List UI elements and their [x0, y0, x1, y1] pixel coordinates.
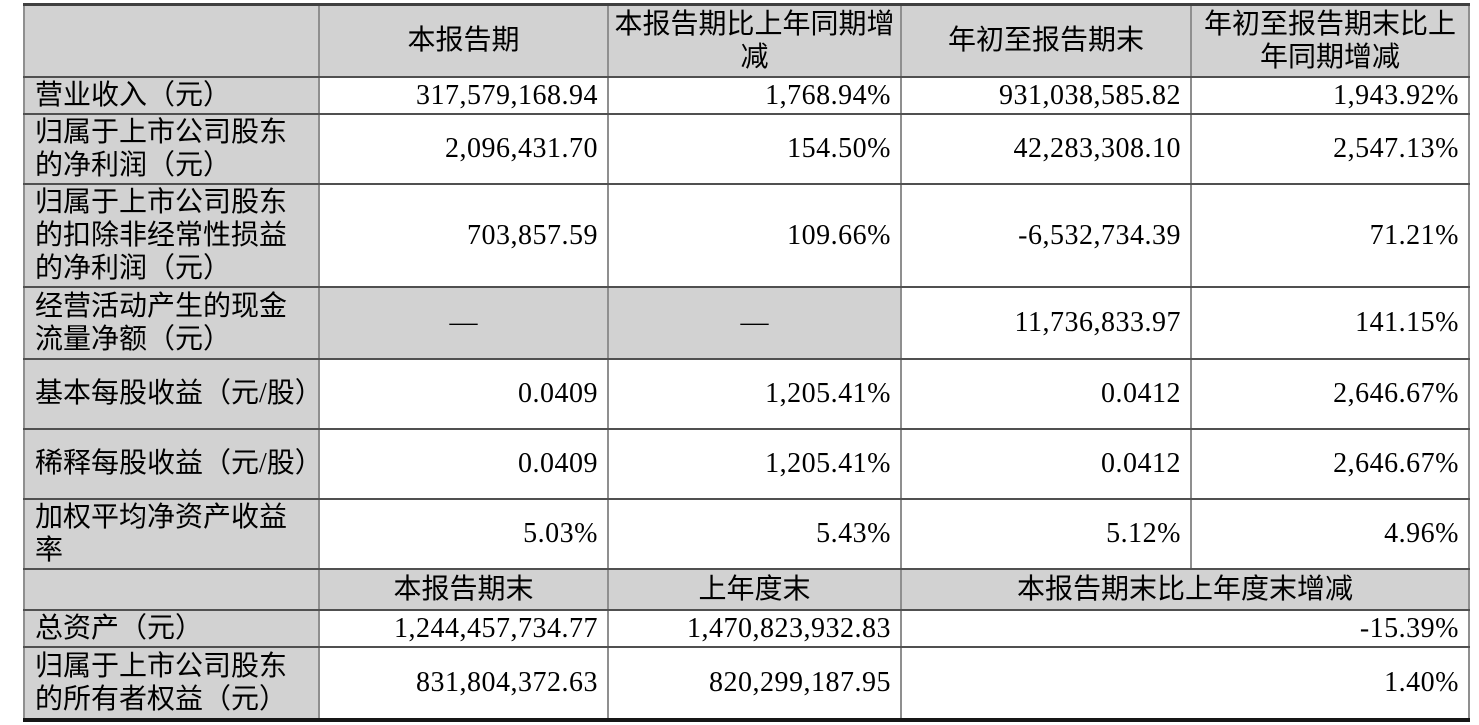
value-cell: 931,038,585.82 [900, 75, 1192, 115]
value-cell: 5.12% [900, 497, 1192, 570]
metric-label: 稀释每股收益（元/股） [23, 427, 320, 500]
column-header-period-end-change: 本报告期末比上年度末增减 [900, 567, 1470, 611]
table-row-net-profit-excl-nonrecurring: 归属于上市公司股东的扣除非经常性损益的净利润（元） 703,857.59 109… [23, 182, 1470, 288]
table-row-diluted-eps: 稀释每股收益（元/股） 0.0409 1,205.41% 0.0412 2,64… [23, 427, 1470, 500]
value-cell: 1,768.94% [607, 75, 902, 115]
column-header-period-yoy-change: 本报告期比上年同期增减 [607, 3, 902, 78]
value-cell: 1,205.41% [607, 357, 902, 430]
metric-label: 加权平均净资产收益率 [23, 497, 320, 570]
financial-summary-table: 本报告期 本报告期比上年同期增减 年初至报告期末 年初至报告期末比上年同期增减 … [23, 3, 1470, 722]
metric-label: 经营活动产生的现金流量净额（元） [23, 285, 320, 360]
table-row-total-assets: 总资产（元） 1,244,457,734.77 1,470,823,932.83… [23, 608, 1470, 648]
column-header-current-period: 本报告期 [318, 3, 609, 78]
value-cell: 154.50% [607, 112, 902, 185]
column-header-prior-year-end: 上年度末 [607, 567, 902, 611]
table-row-operating-cash-flow: 经营活动产生的现金流量净额（元） — — 11,736,833.97 141.1… [23, 285, 1470, 360]
column-header-current-period-end: 本报告期末 [318, 567, 609, 611]
value-cell: 109.66% [607, 182, 902, 288]
value-cell: -6,532,734.39 [900, 182, 1192, 288]
metric-label: 基本每股收益（元/股） [23, 357, 320, 430]
corner-empty-cell [23, 567, 320, 611]
value-cell: 42,283,308.10 [900, 112, 1192, 185]
value-cell: 0.0409 [318, 427, 609, 500]
value-cell: 317,579,168.94 [318, 75, 609, 115]
metric-label: 营业收入（元） [23, 75, 320, 115]
value-cell: 141.15% [1190, 285, 1470, 360]
value-cell: 1,244,457,734.77 [318, 608, 609, 648]
corner-empty-cell [23, 3, 320, 78]
metric-label: 总资产（元） [23, 608, 320, 648]
value-cell: 703,857.59 [318, 182, 609, 288]
table-row-weighted-roe: 加权平均净资产收益率 5.03% 5.43% 5.12% 4.96% [23, 497, 1470, 570]
empty-dash-cell: — [607, 285, 902, 360]
empty-dash-cell: — [318, 285, 609, 360]
value-cell: 0.0412 [900, 357, 1192, 430]
value-cell: -15.39% [900, 608, 1470, 648]
value-cell: 0.0409 [318, 357, 609, 430]
column-header-ytd: 年初至报告期末 [900, 3, 1192, 78]
value-cell: 1,205.41% [607, 427, 902, 500]
value-cell: 2,096,431.70 [318, 112, 609, 185]
value-cell: 1.40% [900, 645, 1470, 721]
value-cell: 1,943.92% [1190, 75, 1470, 115]
value-cell: 71.21% [1190, 182, 1470, 288]
table-row-revenue: 营业收入（元） 317,579,168.94 1,768.94% 931,038… [23, 75, 1470, 115]
value-cell: 4.96% [1190, 497, 1470, 570]
value-cell: 11,736,833.97 [900, 285, 1192, 360]
metric-label: 归属于上市公司股东的净利润（元） [23, 112, 320, 185]
metric-label: 归属于上市公司股东的所有者权益（元） [23, 645, 320, 721]
value-cell: 2,646.67% [1190, 427, 1470, 500]
value-cell: 2,646.67% [1190, 357, 1470, 430]
table-row-basic-eps: 基本每股收益（元/股） 0.0409 1,205.41% 0.0412 2,64… [23, 357, 1470, 430]
column-header-ytd-yoy-change: 年初至报告期末比上年同期增减 [1190, 3, 1470, 78]
metric-label: 归属于上市公司股东的扣除非经常性损益的净利润（元） [23, 182, 320, 288]
value-cell: 0.0412 [900, 427, 1192, 500]
value-cell: 5.03% [318, 497, 609, 570]
value-cell: 1,470,823,932.83 [607, 608, 902, 648]
value-cell: 820,299,187.95 [607, 645, 902, 721]
header-row-period: 本报告期 本报告期比上年同期增减 年初至报告期末 年初至报告期末比上年同期增减 [23, 3, 1470, 78]
value-cell: 5.43% [607, 497, 902, 570]
header-row-period-end: 本报告期末 上年度末 本报告期末比上年度末增减 [23, 567, 1470, 611]
table-row-net-profit: 归属于上市公司股东的净利润（元） 2,096,431.70 154.50% 42… [23, 112, 1470, 185]
value-cell: 831,804,372.63 [318, 645, 609, 721]
table-row-owners-equity: 归属于上市公司股东的所有者权益（元） 831,804,372.63 820,29… [23, 645, 1470, 721]
value-cell: 2,547.13% [1190, 112, 1470, 185]
